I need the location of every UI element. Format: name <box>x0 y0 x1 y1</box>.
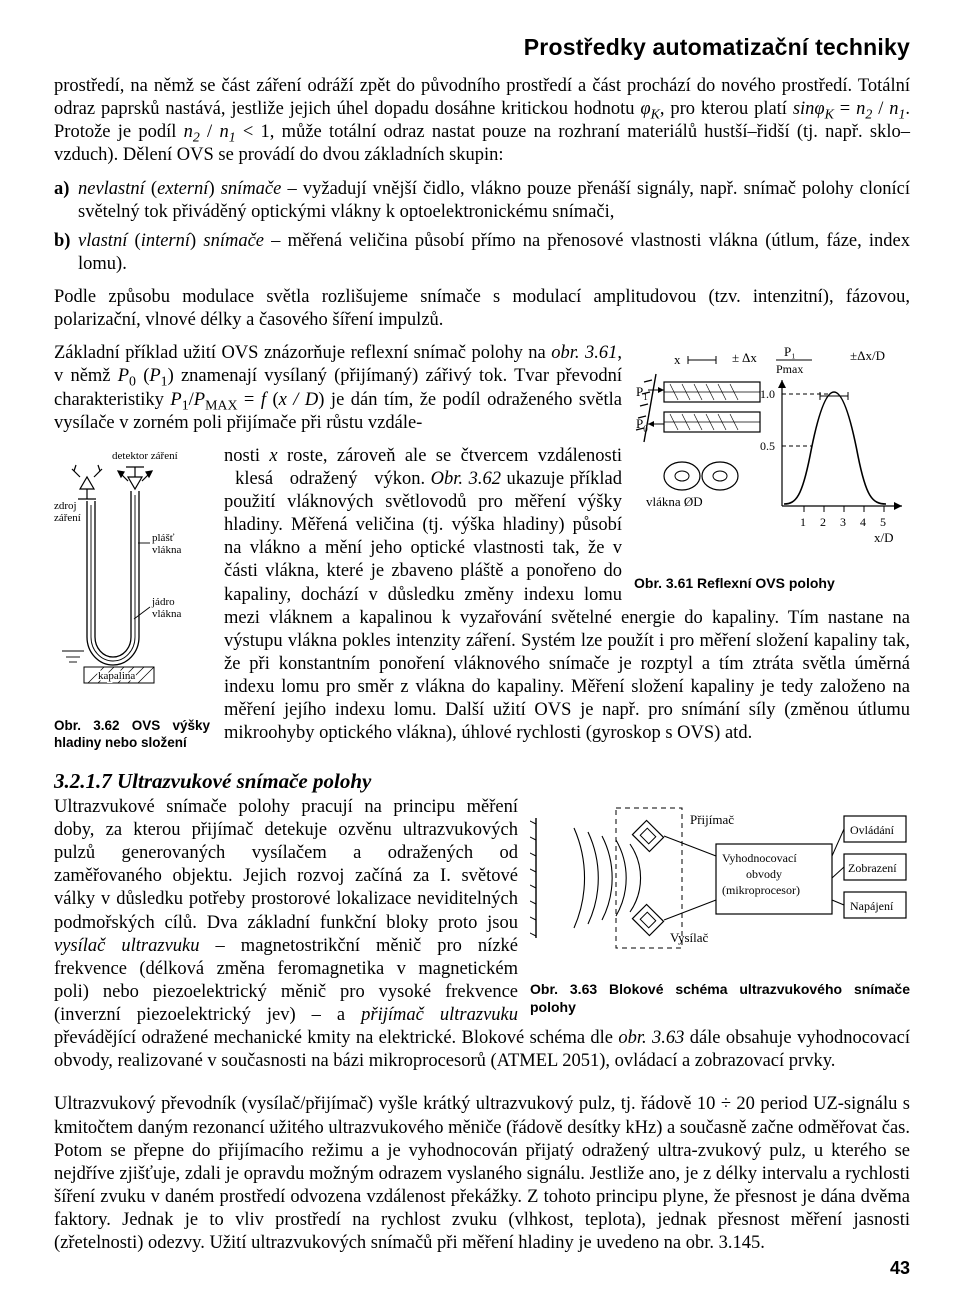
xtick-4: 4 <box>860 515 866 529</box>
xtick-3: 3 <box>840 515 846 529</box>
svg-text:P1: P1 <box>636 384 648 402</box>
section-title: 3.2.1.7 Ultrazvukové snímače polohy <box>54 768 910 794</box>
lbl-p1: P₁ <box>784 346 796 359</box>
lbl-dxD: ±Δx/D <box>850 348 885 363</box>
lbl-fiber: vlákna ØD <box>646 494 703 509</box>
lbl-xD: x/D <box>874 530 894 545</box>
lbl-power: Napájení <box>850 899 894 913</box>
lbl-cladding-1: plášť <box>152 532 175 544</box>
lbl-receiver: Přijímač <box>690 812 734 827</box>
lbl-detector: detektor záření <box>112 450 178 462</box>
svg-text:P0: P0 <box>636 416 648 434</box>
lbl-transmitter: Vysílač <box>670 930 709 945</box>
caption-3-63: Obr. 3.63 Blokové schéma ultrazvukového … <box>530 981 910 1016</box>
figure-3-63: Přijímač Vysílač <box>530 800 910 1016</box>
running-header: Prostředky automatizační techniky <box>54 34 910 61</box>
list-item-b: b) vlastní (interní) snímače – měřená ve… <box>54 230 910 276</box>
lbl-eval-2: obvody <box>746 867 782 881</box>
xtick-5: 5 <box>880 515 886 529</box>
lbl-pmax: Pmax <box>776 362 803 376</box>
ytick-05: 0.5 <box>760 439 775 453</box>
caption-3-61: Obr. 3.61 Reflexní OVS polohy <box>634 575 910 593</box>
lbl-control: Ovládání <box>850 823 895 837</box>
lbl-core-2: vlákna <box>152 608 181 620</box>
svg-text:±: ± <box>732 350 739 365</box>
paragraph-2: Podle způsobu modulace světla rozlišujem… <box>54 286 910 332</box>
lbl-source-1: zdroj <box>54 500 77 512</box>
ytick-10: 1.0 <box>760 387 775 401</box>
lbl-eval-3: (mikroprocesor) <box>722 883 800 897</box>
lbl-cladding-2: vlákna <box>152 544 181 556</box>
lbl-x: x <box>674 352 681 367</box>
paragraph-1: prostředí, na němž se část záření odráží… <box>54 75 910 168</box>
paragraph-5: Ultrazvukový převodník (vysílač/přijímač… <box>54 1093 910 1255</box>
lbl-dx: Δx <box>742 350 757 365</box>
xtick-1: 1 <box>800 515 806 529</box>
lbl-display: Zobrazení <box>848 861 897 875</box>
page-number: 43 <box>890 1258 910 1279</box>
list-item-a: a) nevlastní (externí) snímače – vyžaduj… <box>54 178 910 224</box>
lbl-source-2: záření <box>54 512 81 524</box>
xtick-2: 2 <box>820 515 826 529</box>
figure-3-62: detektor záření zdroj záření <box>54 447 210 752</box>
figure-3-61: x ± Δx P₁ Pmax ±Δx/D <box>634 346 910 593</box>
caption-3-62: Obr. 3.62 OVS výšky hladiny nebo složení <box>54 718 210 752</box>
lbl-core-1: jádro <box>151 596 175 608</box>
lbl-liquid: kapalina <box>98 670 135 682</box>
lbl-eval-1: Vyhodnocovací <box>722 851 797 865</box>
